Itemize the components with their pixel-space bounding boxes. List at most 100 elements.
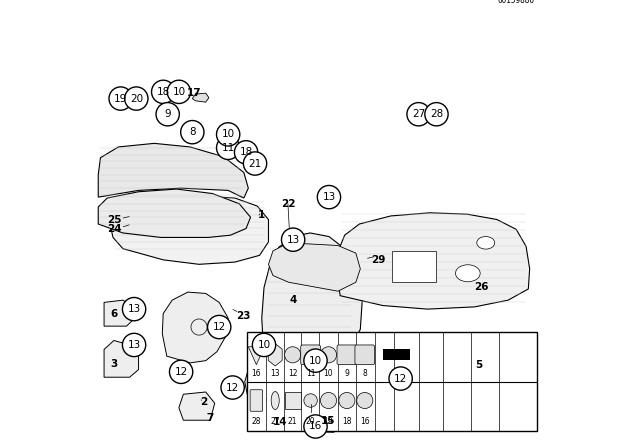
Ellipse shape xyxy=(456,265,480,282)
Polygon shape xyxy=(244,361,300,414)
Polygon shape xyxy=(163,292,228,363)
Circle shape xyxy=(152,80,175,103)
Text: 19: 19 xyxy=(114,94,127,103)
Text: 3: 3 xyxy=(110,359,118,369)
Polygon shape xyxy=(181,125,199,135)
Circle shape xyxy=(389,367,412,390)
Polygon shape xyxy=(248,347,264,365)
Polygon shape xyxy=(104,300,134,326)
Text: 4: 4 xyxy=(289,295,297,305)
Circle shape xyxy=(109,87,132,110)
Text: 5: 5 xyxy=(476,360,483,370)
Circle shape xyxy=(282,228,305,251)
Text: 18: 18 xyxy=(342,417,351,426)
Circle shape xyxy=(216,136,240,159)
Text: 13: 13 xyxy=(323,192,335,202)
Text: 10: 10 xyxy=(172,87,186,97)
Text: 8: 8 xyxy=(362,369,367,378)
Text: 22: 22 xyxy=(282,199,296,209)
Text: 18: 18 xyxy=(157,87,170,97)
Text: 11: 11 xyxy=(306,369,316,378)
Circle shape xyxy=(310,384,330,404)
Polygon shape xyxy=(98,189,250,237)
Text: 27: 27 xyxy=(412,109,425,119)
Text: 11: 11 xyxy=(221,143,235,153)
Text: 12: 12 xyxy=(212,322,226,332)
Text: 2: 2 xyxy=(200,397,207,407)
Polygon shape xyxy=(262,233,362,365)
Circle shape xyxy=(321,392,337,409)
Circle shape xyxy=(207,315,231,339)
Text: 26: 26 xyxy=(474,282,488,292)
Text: 1: 1 xyxy=(258,210,266,220)
Circle shape xyxy=(122,333,146,357)
FancyBboxPatch shape xyxy=(250,390,262,411)
Circle shape xyxy=(321,347,337,363)
Text: 23: 23 xyxy=(236,311,250,321)
Circle shape xyxy=(221,376,244,399)
Circle shape xyxy=(180,121,204,144)
Circle shape xyxy=(407,103,430,126)
Text: 10: 10 xyxy=(257,340,271,350)
Circle shape xyxy=(304,349,327,372)
Bar xyxy=(248,332,538,431)
Circle shape xyxy=(252,333,276,357)
Circle shape xyxy=(285,347,301,363)
Ellipse shape xyxy=(271,392,279,409)
Text: 13: 13 xyxy=(127,340,141,350)
Circle shape xyxy=(425,103,448,126)
Text: 13: 13 xyxy=(287,235,300,245)
Ellipse shape xyxy=(477,237,495,249)
Text: 20: 20 xyxy=(130,94,143,103)
Text: 10: 10 xyxy=(309,356,322,366)
Text: 21: 21 xyxy=(248,159,262,168)
Polygon shape xyxy=(268,344,282,366)
Text: 21: 21 xyxy=(288,417,298,426)
Circle shape xyxy=(156,103,179,126)
Text: 7: 7 xyxy=(207,413,214,422)
Text: 29: 29 xyxy=(371,255,385,265)
Text: 20: 20 xyxy=(306,417,316,426)
Text: 24: 24 xyxy=(108,224,122,234)
Text: 00159886: 00159886 xyxy=(497,0,534,5)
Polygon shape xyxy=(109,196,269,264)
Circle shape xyxy=(304,415,327,438)
Circle shape xyxy=(339,392,355,409)
Polygon shape xyxy=(104,340,138,377)
Circle shape xyxy=(216,123,240,146)
Text: 12: 12 xyxy=(175,367,188,377)
Text: 28: 28 xyxy=(430,109,443,119)
Text: 13: 13 xyxy=(270,369,280,378)
Circle shape xyxy=(234,141,258,164)
Polygon shape xyxy=(392,251,436,282)
Circle shape xyxy=(170,360,193,383)
Text: 18: 18 xyxy=(239,147,253,157)
Text: 8: 8 xyxy=(189,127,196,137)
Polygon shape xyxy=(296,370,356,432)
Text: 16: 16 xyxy=(360,417,370,426)
Text: 16: 16 xyxy=(309,422,322,431)
Text: 25: 25 xyxy=(108,215,122,224)
Circle shape xyxy=(356,392,373,409)
Polygon shape xyxy=(269,243,360,291)
Circle shape xyxy=(122,297,146,321)
Polygon shape xyxy=(179,392,214,420)
Text: 27: 27 xyxy=(270,417,280,426)
Polygon shape xyxy=(337,213,530,309)
Text: 19: 19 xyxy=(324,417,333,426)
Text: 6: 6 xyxy=(110,310,118,319)
Text: 17: 17 xyxy=(188,88,202,98)
Bar xyxy=(285,392,301,409)
FancyBboxPatch shape xyxy=(301,345,321,365)
Circle shape xyxy=(167,80,191,103)
Circle shape xyxy=(191,319,207,335)
Text: 12: 12 xyxy=(394,374,407,383)
Text: 13: 13 xyxy=(127,304,141,314)
Bar xyxy=(383,349,410,360)
Text: 10: 10 xyxy=(324,369,333,378)
Circle shape xyxy=(317,185,340,209)
Text: 14: 14 xyxy=(273,417,288,427)
Text: 28: 28 xyxy=(252,417,261,426)
Text: 9: 9 xyxy=(164,109,171,119)
Polygon shape xyxy=(98,143,248,198)
